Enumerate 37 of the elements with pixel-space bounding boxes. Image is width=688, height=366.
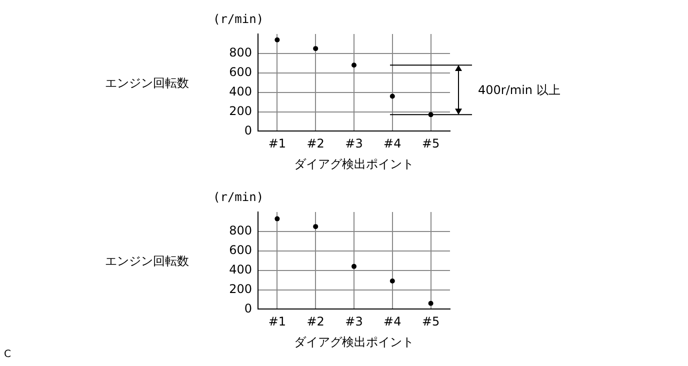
y-axis-title: エンジン回転数 [105,76,189,90]
text: 400r/min 以上 [478,83,560,97]
x-tick-label: #2 [306,136,324,151]
x-tick-label: #1 [268,136,286,151]
point [428,300,434,306]
x-tick-label: #1 [268,314,286,329]
x-tick-label: #5 [422,314,440,329]
point [352,62,356,68]
x-tick-label: #3 [345,314,363,329]
x-tick-label: #4 [384,136,402,151]
text: (r/min) [213,190,264,204]
y-tick-label: 800 [229,224,252,238]
point [390,278,395,284]
x-tick-label: #2 [306,314,324,329]
point [352,264,356,269]
x-tick-label: #3 [345,136,363,151]
y-tick-label: 800 [229,46,252,60]
y-tick-label: 400 [229,262,252,276]
text: C [4,348,11,362]
x-tick-label: #4 [384,314,402,329]
x-axis-title: ダイアグ検出ポイント [294,334,414,349]
y-tick-label: 600 [229,243,252,258]
text: (r/min) [213,12,264,26]
point [274,37,280,42]
y-tick-label: 0 [244,123,252,138]
y-tick-label: 200 [229,104,252,118]
y-tick-label: 200 [229,282,252,296]
y-axis-title: エンジン回転数 [105,254,189,268]
point [390,94,395,99]
y-tick-label: 400 [229,84,252,98]
point [274,216,280,222]
point [313,46,318,52]
y-tick-label: 0 [244,301,252,316]
point [313,224,318,230]
x-tick-label: #5 [422,136,440,151]
y-tick-label: 600 [229,65,252,80]
x-axis-title: ダイアグ検出ポイント [294,156,414,171]
